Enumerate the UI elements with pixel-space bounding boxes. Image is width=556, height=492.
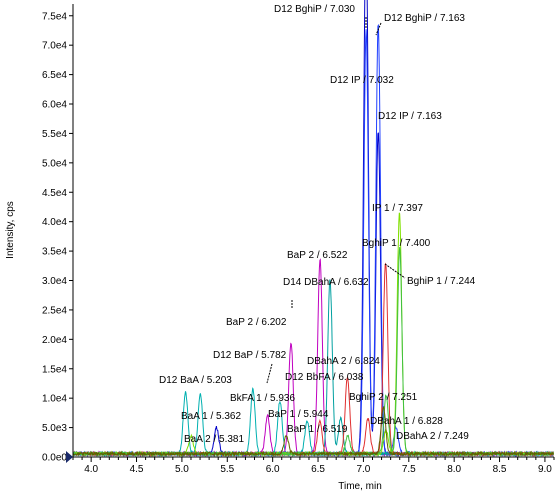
peak-label: BghiP 1 / 7.400: [362, 238, 431, 249]
y-tick-label: 5.5e4: [42, 129, 67, 140]
peak-label: DBahA 1 / 6.828: [370, 416, 443, 427]
peak-label: D12 BghiP / 7.030: [274, 4, 355, 15]
x-tick-label: 8.0: [447, 464, 461, 475]
y-axis-title: Intensity, cps: [5, 201, 16, 259]
peak-label: BaA 1 / 5.362: [181, 411, 241, 422]
peak-label: BghiP 1 / 7.244: [407, 276, 476, 287]
x-tick-label: 6.0: [266, 464, 280, 475]
origin-arrow-icon: [66, 451, 73, 463]
y-tick-label: 4.5e4: [42, 188, 67, 199]
x-tick-label: 4.5: [130, 464, 144, 475]
y-tick-label: 0.0e0: [42, 453, 67, 464]
y-tick-label: 3.5e4: [42, 247, 67, 258]
chromatogram-traces: [72, 0, 554, 458]
trace-1: [72, 0, 554, 458]
peak-label: DBahA 2 / 6.824: [307, 356, 380, 367]
label-leader-line: [375, 22, 382, 36]
y-tick-label: 5.0e3: [42, 423, 67, 434]
x-tick-label: 8.5: [493, 464, 507, 475]
y-tick-label: 1.0e4: [42, 394, 67, 405]
y-tick-label: 6.0e4: [42, 100, 67, 111]
peak-label: BaP 2 / 6.522: [287, 250, 348, 261]
x-tick-label: 9.0: [538, 464, 552, 475]
x-tick-label: 4.0: [84, 464, 98, 475]
x-tick-label: 7.0: [356, 464, 370, 475]
peak-label: BaP 2 / 6.202: [226, 317, 287, 328]
y-tick-label: 7.5e4: [42, 11, 67, 22]
y-tick-label: 2.0e4: [42, 335, 67, 346]
peak-label: IP 1 / 7.397: [372, 203, 423, 214]
trace-0: [72, 387, 554, 458]
y-tick-label: 2.5e4: [42, 305, 67, 316]
peak-label: BaA 2 / 5.381: [184, 434, 244, 445]
trace-8: [72, 405, 554, 458]
label-leader-line: [384, 263, 406, 279]
peak-label: D12 BaP / 5.782: [213, 350, 287, 361]
peak-label: BaP 1 / 5.944: [268, 409, 329, 420]
trace-2: [72, 23, 554, 458]
x-tick-label: 5.5: [220, 464, 234, 475]
x-tick-label: 6.5: [311, 464, 325, 475]
y-tick-label: 4.0e4: [42, 217, 67, 228]
x-tick-label: 7.5: [402, 464, 416, 475]
peak-annotations: D12 BghiP / 7.030 D12 BghiP / 7.163 D12 IP…: [159, 4, 476, 445]
x-tick-label: 5.0: [175, 464, 189, 475]
x-axis-title: Time, min: [338, 481, 382, 492]
y-tick-label: 7.0e4: [42, 41, 67, 52]
peak-label: DBahA 2 / 7.249: [396, 431, 469, 442]
label-leader-line: [266, 363, 273, 384]
peak-label: D12 IP / 7.163: [378, 111, 442, 122]
y-tick-label: 1.5e4: [42, 364, 67, 375]
peak-label: D12 BghiP / 7.163: [384, 13, 465, 24]
peak-label: BaP 1 / 6.519: [287, 424, 348, 435]
axes: 0.0e0 5.0e3 1.0e4 1.5e4 2.0e4 2.5e4 3.0e4 3.5e4…: [42, 4, 555, 475]
peak-label: D14 DBahA / 6.632: [283, 277, 369, 288]
peak-label: BghiP 2 / 7.251: [349, 392, 418, 403]
y-tick-label: 3.0e4: [42, 276, 67, 287]
peak-label: D12 IP / 7.032: [330, 75, 394, 86]
peak-label: D12 BaA / 5.203: [159, 375, 232, 386]
peak-label: D12 BbFA / 6.038: [285, 372, 364, 383]
y-tick-label: 5.0e4: [42, 158, 67, 169]
peak-label: BkFA 1 / 5.936: [230, 393, 295, 404]
y-tick-label: 6.5e4: [42, 70, 67, 81]
